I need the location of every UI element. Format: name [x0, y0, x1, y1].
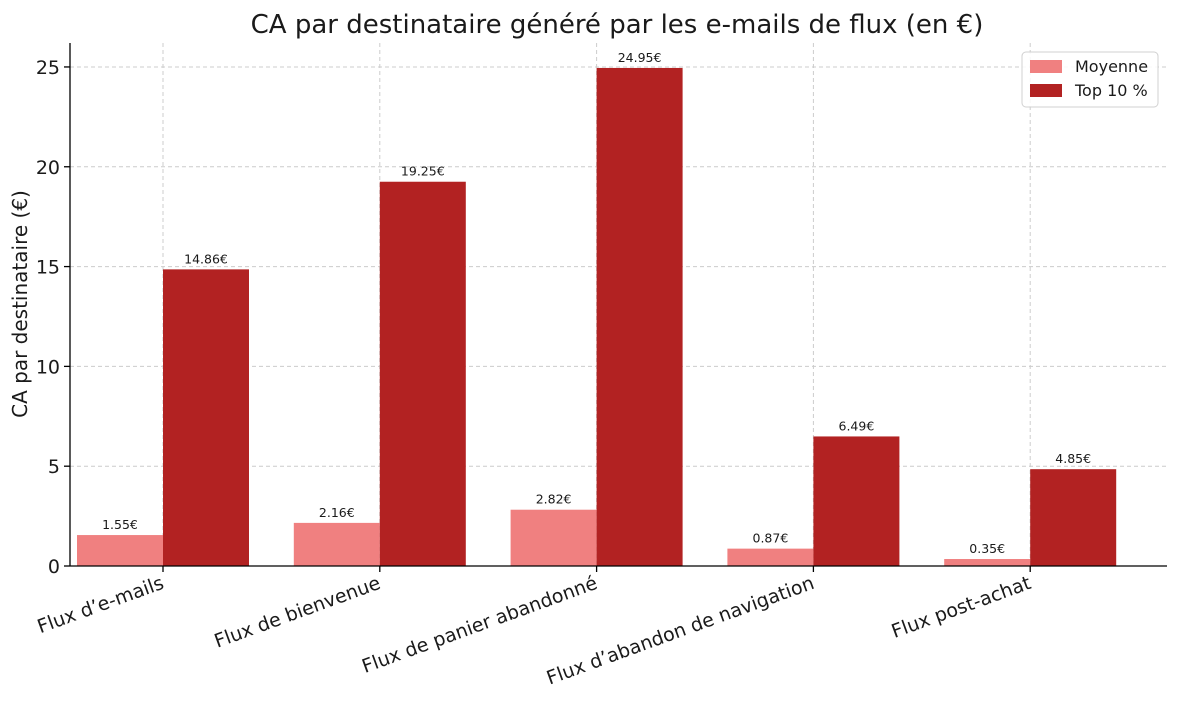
- bar-top10-0: [163, 269, 249, 566]
- bar-top10-2: [596, 67, 683, 566]
- data-label-top10-0: 14.86€: [184, 251, 228, 266]
- y-axis-label: CA par destinataire (€): [8, 190, 32, 418]
- data-label-moyenne-3: 0.87€: [753, 531, 789, 546]
- chart-title: CA par destinataire généré par les e-mai…: [251, 10, 984, 40]
- legend: Moyenne Top 10 %: [1021, 51, 1159, 108]
- data-label-moyenne-0: 1.55€: [102, 517, 138, 532]
- bar-moyenne-1: [293, 522, 380, 566]
- data-labels: 1.55€ 2.16€ 2.82€ 0.87€ 0.35€ 14.86€ 19.25€ 24.…: [102, 50, 1091, 556]
- bar-top10-4: [1030, 469, 1117, 566]
- bars: [77, 67, 1117, 566]
- legend-swatch-0: [1030, 60, 1062, 73]
- bar-moyenne-2: [510, 509, 597, 566]
- legend-label-1: Top 10 %: [1074, 81, 1148, 100]
- y-tick-label-0: 0: [48, 556, 60, 578]
- data-label-moyenne-1: 2.16€: [319, 505, 355, 520]
- bar-top10-1: [379, 181, 466, 566]
- data-label-top10-1: 19.25€: [401, 164, 445, 179]
- bar-moyenne-0: [77, 535, 163, 566]
- y-tick-label-5: 25: [36, 57, 60, 79]
- y-tick-label-4: 20: [36, 157, 60, 179]
- x-tick-label-0: Flux d’e-mails: [34, 572, 166, 638]
- data-label-top10-3: 6.49€: [839, 418, 875, 433]
- y-tick-label-1: 5: [48, 456, 60, 478]
- bar-moyenne-3: [727, 548, 814, 566]
- y-tick-label-3: 15: [36, 257, 60, 279]
- bar-moyenne-4: [944, 559, 1031, 566]
- legend-label-0: Moyenne: [1075, 57, 1148, 76]
- data-label-top10-4: 4.85€: [1055, 451, 1091, 466]
- x-tick-label-1: Flux de bienvenue: [211, 572, 383, 653]
- data-label-top10-2: 24.95€: [618, 50, 662, 65]
- data-label-moyenne-4: 0.35€: [969, 541, 1005, 556]
- legend-swatch-1: [1030, 84, 1062, 97]
- y-tick-label-2: 10: [36, 356, 60, 378]
- x-tick-label-4: Flux post-achat: [889, 572, 1034, 643]
- y-tick-labels: 0 5 10 15 20 25: [36, 57, 60, 578]
- bar-top10-3: [813, 436, 900, 566]
- data-label-moyenne-2: 2.82€: [536, 492, 572, 507]
- axes: [64, 43, 1167, 572]
